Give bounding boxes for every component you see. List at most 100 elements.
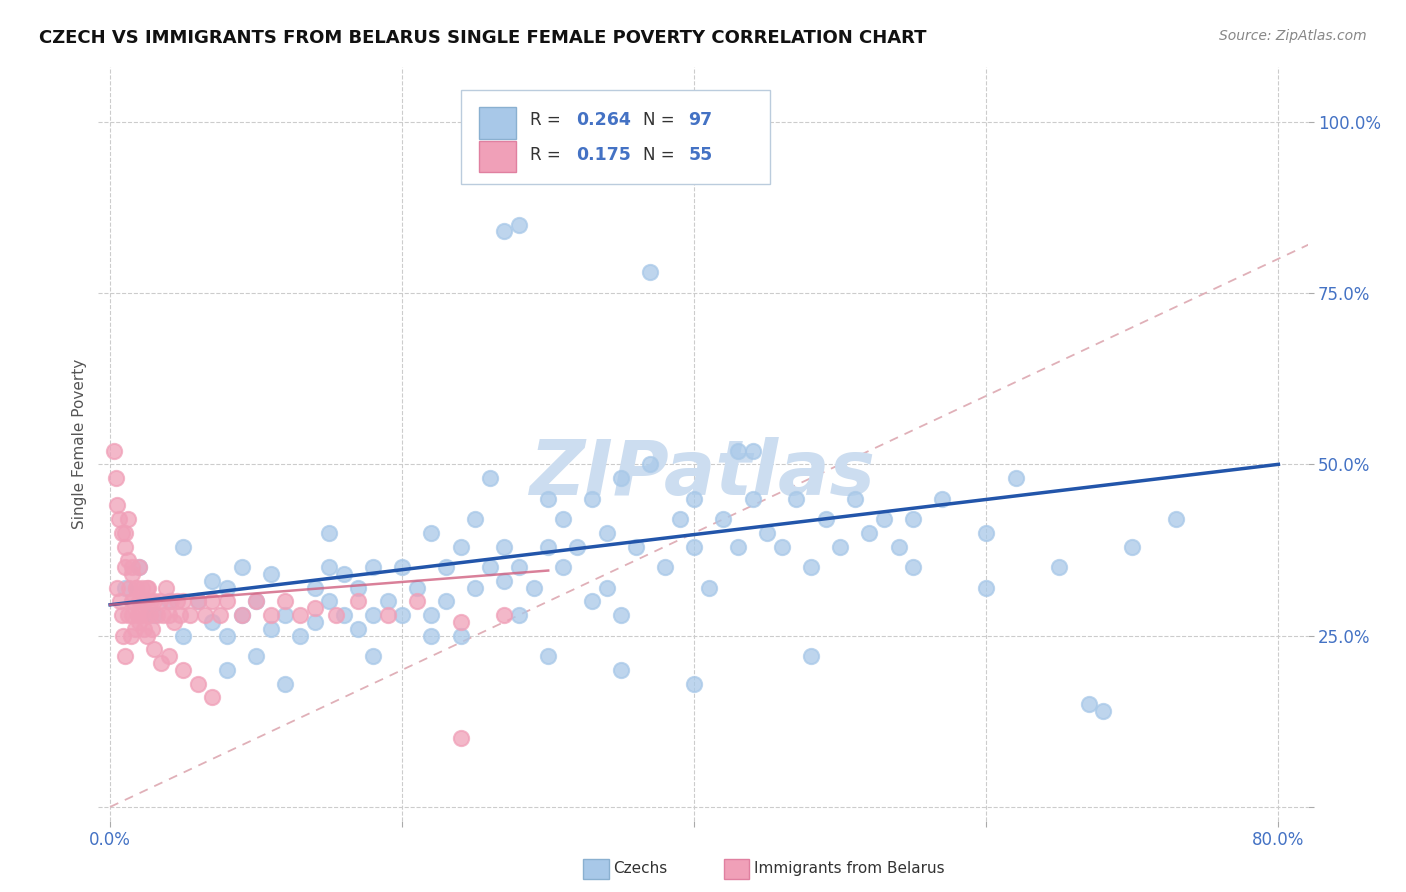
Point — [107, 581, 129, 595]
Point — [1077, 697, 1099, 711]
FancyBboxPatch shape — [461, 89, 769, 184]
Point — [110, 594, 132, 608]
Point — [260, 622, 283, 636]
Point — [523, 581, 546, 595]
Point — [405, 581, 427, 595]
Point — [318, 594, 340, 608]
Point — [654, 560, 676, 574]
Point — [391, 608, 413, 623]
Point — [1004, 471, 1026, 485]
Point — [494, 224, 516, 238]
Point — [741, 443, 763, 458]
Point — [844, 491, 866, 506]
Point — [361, 608, 384, 623]
Point — [595, 525, 617, 540]
Point — [683, 676, 706, 690]
Point — [117, 608, 139, 623]
Point — [494, 608, 516, 623]
Point — [114, 581, 136, 595]
Point — [208, 608, 231, 623]
Point — [128, 594, 150, 608]
Point — [172, 594, 194, 608]
Point — [377, 594, 399, 608]
Point — [135, 629, 157, 643]
Point — [179, 608, 201, 623]
Point — [215, 629, 238, 643]
Point — [149, 594, 172, 608]
Point — [146, 608, 169, 623]
Point — [1047, 560, 1070, 574]
Point — [288, 629, 311, 643]
Point — [114, 540, 136, 554]
Point — [135, 581, 157, 595]
Point — [931, 491, 953, 506]
Point — [120, 629, 142, 643]
Point — [274, 608, 297, 623]
Point — [260, 566, 283, 581]
Point — [131, 581, 153, 595]
Point — [756, 525, 779, 540]
Point — [332, 566, 354, 581]
Point — [128, 560, 150, 574]
Point — [111, 525, 134, 540]
Point — [104, 471, 127, 485]
Point — [551, 512, 574, 526]
Point — [117, 512, 139, 526]
Point — [231, 560, 253, 574]
Point — [304, 615, 326, 629]
Text: 97: 97 — [689, 112, 713, 129]
Point — [187, 594, 209, 608]
Point — [581, 594, 603, 608]
Point — [785, 491, 807, 506]
Point — [318, 525, 340, 540]
Point — [157, 594, 180, 608]
Point — [741, 491, 763, 506]
Point — [118, 581, 141, 595]
Point — [125, 581, 148, 595]
Point — [231, 608, 253, 623]
Point — [111, 608, 134, 623]
Point — [830, 540, 852, 554]
Point — [668, 512, 690, 526]
Point — [201, 594, 224, 608]
Point — [858, 525, 880, 540]
Point — [128, 560, 150, 574]
Point — [800, 649, 823, 664]
Point — [201, 615, 224, 629]
Point — [405, 594, 427, 608]
Point — [595, 581, 617, 595]
Point — [274, 676, 297, 690]
Point — [683, 491, 706, 506]
Point — [391, 560, 413, 574]
Point — [974, 581, 997, 595]
Point — [288, 608, 311, 623]
Point — [125, 581, 148, 595]
Point — [325, 608, 347, 623]
Point — [131, 594, 153, 608]
Point — [155, 581, 177, 595]
Point — [114, 560, 136, 574]
Point — [215, 594, 238, 608]
Point — [610, 471, 633, 485]
Point — [347, 581, 370, 595]
Point — [887, 540, 910, 554]
Point — [494, 574, 516, 588]
Point — [260, 608, 283, 623]
Point — [347, 622, 370, 636]
Point — [727, 443, 749, 458]
Text: 0.264: 0.264 — [576, 112, 631, 129]
Point — [142, 642, 165, 657]
Point — [624, 540, 647, 554]
Point — [464, 581, 486, 595]
Point — [318, 560, 340, 574]
Point — [903, 512, 925, 526]
Point — [361, 560, 384, 574]
Point — [245, 649, 267, 664]
Point — [169, 608, 191, 623]
Point — [304, 601, 326, 615]
Point — [139, 594, 162, 608]
Point — [157, 608, 180, 623]
Point — [377, 608, 399, 623]
Point — [122, 594, 145, 608]
Point — [903, 560, 925, 574]
